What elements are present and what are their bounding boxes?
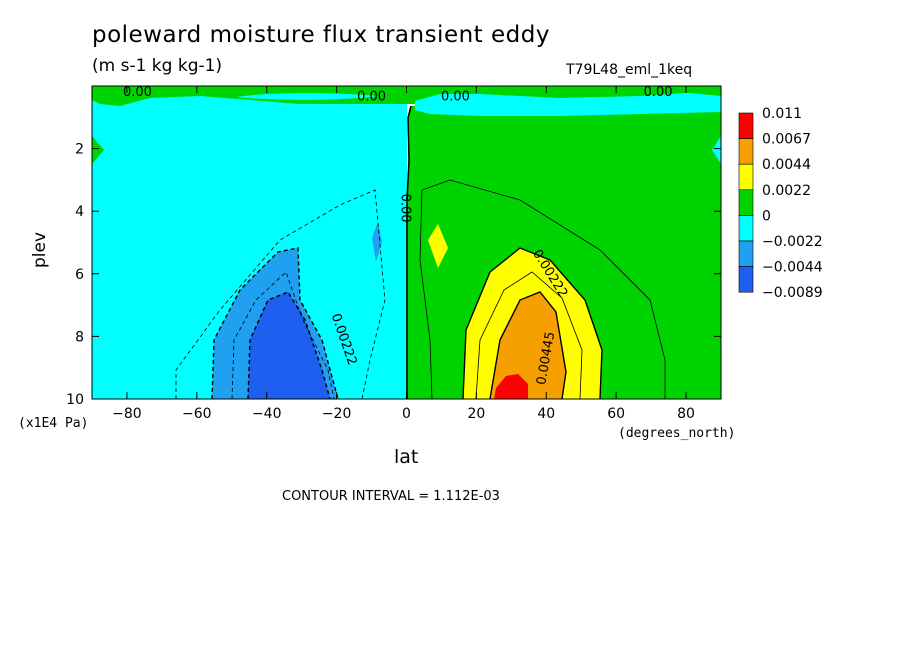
colorbar-label: 0.011 [762, 106, 802, 122]
run-label: T79L48_eml_1keq [566, 62, 693, 78]
chart-units: (m s-1 kg kg-1) [92, 56, 223, 76]
colorbar-swatch [738, 138, 754, 165]
region-upper-green-nh [480, 88, 700, 98]
x-axis-label: lat [394, 446, 419, 468]
contour-label: 0.00 [397, 194, 412, 223]
colorbar-label: 0.0022 [762, 183, 811, 199]
colorbar-swatch [738, 215, 754, 242]
colorbar-swatch [738, 240, 754, 267]
colorbar-swatch [738, 163, 754, 191]
region-neg-strong [248, 292, 330, 399]
contour-interval: CONTOUR INTERVAL = 1.112E-03 [282, 489, 500, 504]
region-neg-small [372, 222, 382, 262]
colorbar-label: −0.0089 [762, 285, 823, 301]
contour-neg-2 [231, 271, 335, 399]
x-tick-label: −60 [182, 406, 212, 422]
contour-pos-1 [462, 247, 603, 399]
y-tick-label: 8 [75, 329, 84, 345]
colorbar-label: 0.0044 [762, 157, 811, 173]
colorbar-label: 0 [762, 208, 771, 224]
region-edge-cyan-right [712, 136, 721, 164]
colorbar-swatch [738, 112, 754, 139]
contour-zero [406, 105, 412, 399]
y-tick-label: 10 [66, 392, 84, 408]
contour-neg-3 [247, 291, 331, 399]
x-tick-label: −40 [252, 406, 282, 422]
y-axis: 2 4 6 8 10 [66, 142, 721, 408]
contour-label: 0.00 [644, 85, 673, 100]
x-tick-label: 80 [677, 406, 695, 422]
region-pos-small [428, 224, 448, 268]
contour-label: 0.00 [441, 89, 470, 104]
contour-pos-3 [489, 291, 567, 399]
colorbar: 0.011 0.0067 0.0044 0.0022 0 −0.0022 −0.0044 −0… [738, 106, 823, 301]
y-tick-label: 6 [75, 267, 84, 283]
region-pos-strong [490, 292, 566, 399]
region-edge-green-left [92, 136, 104, 164]
colorbar-label: 0.0067 [762, 132, 811, 148]
x-tick-label: 60 [607, 406, 625, 422]
chart-title: poleward moisture flux transient eddy [92, 22, 550, 48]
x-tick-label: −80 [112, 406, 142, 422]
contour-label: 0.00 [357, 89, 386, 104]
colorbar-label: −0.0044 [762, 260, 823, 276]
x-tick-label: 20 [467, 406, 485, 422]
region-pos-peak [494, 374, 528, 399]
region-upper-cyan-nh [415, 92, 721, 116]
y-tick-label: 4 [75, 204, 84, 220]
x-axis: −80 −60 −40 −20 0 20 40 60 80 [112, 86, 695, 422]
x-axis-unit: (degrees_north) [618, 426, 736, 441]
contour-pos-2 [475, 271, 583, 399]
x-tick-label: 40 [537, 406, 555, 422]
x-tick-label: 0 [402, 406, 411, 422]
y-tick-label: 2 [75, 142, 84, 158]
region-upper-cyan-sh [236, 93, 380, 100]
colorbar-swatch [738, 189, 754, 216]
colorbar-label: −0.0022 [762, 234, 823, 250]
contour-label: 0.00 [123, 85, 152, 100]
contour-pos-outer [419, 179, 666, 399]
x-tick-label: −20 [322, 406, 352, 422]
plot-area [92, 86, 721, 399]
y-axis-unit: (x1E4 Pa) [18, 416, 89, 431]
colorbar-swatch [738, 266, 754, 293]
